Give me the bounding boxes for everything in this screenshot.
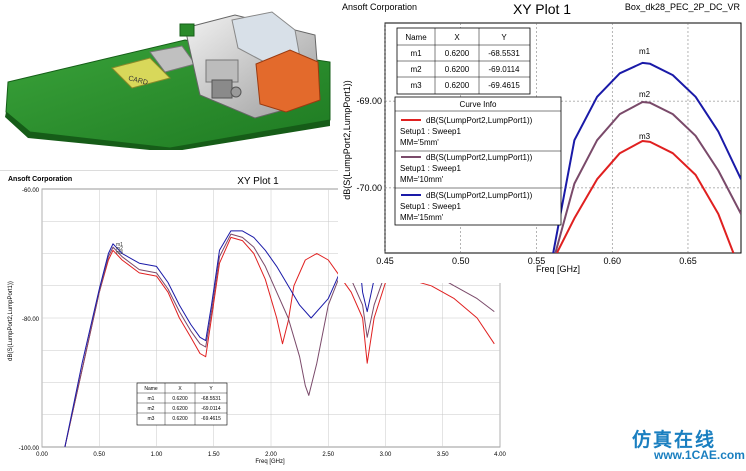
table-cell: -69.0114: [489, 65, 521, 74]
y-axis-label: dB(S(LumpPort2,LumpPort1)): [342, 80, 352, 200]
x-tick-label: 1.50: [208, 452, 220, 458]
grid-lines: [384, 23, 741, 253]
x-tick-labels: 0.00 0.50 1.00 1.50 2.00 2.50 3.00 3.50 4.00: [36, 452, 506, 458]
legend-entry-name: dB(S(LumpPort2,LumpPort1)): [426, 191, 533, 200]
x-tick-label: 0.45: [376, 256, 394, 266]
x-tick-label: 1.00: [151, 452, 163, 458]
x-axis-label: Freq [GHz]: [536, 264, 580, 274]
x-tick-label: 0.60: [603, 256, 621, 266]
y-axis-label: dB(S(LumpPort2,LumpPort1)): [8, 281, 14, 361]
table-cell: 0.6200: [445, 49, 470, 58]
table-header-name: Name: [144, 386, 158, 392]
marker-table: Name X Y m1 0.6200 -68.5531 m2 0.6200 -6…: [396, 27, 531, 95]
marker-labels: m1 m2 m3: [116, 242, 123, 256]
pcb-cad-drawing: CARD: [5, 11, 331, 152]
plot-title: XY Plot 1: [513, 1, 571, 17]
table-cell: 0.6200: [172, 396, 188, 402]
table-header-x: X: [454, 33, 460, 42]
plot-title: XY Plot 1: [237, 176, 279, 187]
legend-entry-name: dB(S(LumpPort2,LumpPort1)): [426, 116, 533, 125]
table-cell: 0.6200: [172, 406, 188, 412]
table-cell: m3: [410, 81, 422, 90]
table-cell: 0.6200: [445, 65, 470, 74]
x-tick-label: 3.50: [437, 452, 449, 458]
marker-m2-label: m2: [639, 90, 651, 99]
plot-zoom-svg: Ansoft Corporation XY Plot 1 Box_dk28_PE…: [342, 1, 742, 274]
legend-entry-param: MM='10mm': [400, 175, 444, 184]
series-lines: [552, 61, 741, 253]
table-cell: m3: [148, 416, 155, 422]
y-tick-label: -70.00: [356, 183, 382, 193]
card-label: CARD: [128, 75, 149, 87]
table-cell: 0.6200: [445, 81, 470, 90]
y-tick-label: -100.00: [19, 446, 40, 452]
legend-entry-name: dB(S(LumpPort2,LumpPort1)): [426, 153, 533, 162]
table-cell: m2: [148, 406, 155, 412]
y-tick-label: -80.00: [22, 317, 40, 323]
marker-m1-label: m1: [116, 242, 123, 248]
company-label: Ansoft Corporation: [8, 176, 72, 183]
x-axis-label: Freq [GHz]: [255, 459, 285, 465]
x-tick-label: 0.65: [679, 256, 697, 266]
table-header-name: Name: [405, 33, 427, 42]
series-line-1: [556, 140, 735, 253]
table-header-x: X: [178, 386, 182, 392]
legend-entry-setup: Setup1 : Sweep1: [400, 164, 461, 173]
y-tick-label: -69.00: [356, 96, 382, 106]
y-tick-label: -60.00: [22, 188, 40, 194]
watermark-chinese: 仿真在线: [632, 429, 717, 451]
table-header-y: Y: [501, 33, 507, 42]
series-line-2: [64, 233, 495, 447]
curve-info-legend: Curve Info dB(S(LumpPort2,LumpPort1)) Se…: [394, 96, 562, 226]
table-cell: m2: [410, 65, 422, 74]
table-cell: -68.5531: [201, 396, 221, 402]
pcb-cad-image: CARD: [0, 0, 338, 152]
series-line-1: [64, 236, 495, 447]
marker-table: Name X Y m1 0.6200 -68.5531 m2 0.6200 -6…: [136, 382, 228, 426]
company-label: Ansoft Corporation: [342, 2, 417, 12]
x-tick-label: 0.00: [36, 452, 48, 458]
x-tick-label: 4.00: [494, 452, 506, 458]
x-tick-label: 2.00: [265, 452, 277, 458]
table-header-y: Y: [209, 386, 213, 392]
legend-entry-param: MM='5mm': [400, 138, 439, 147]
legend-entry-param: MM='15mm': [400, 213, 444, 222]
legend-entry-setup: Setup1 : Sweep1: [400, 202, 461, 211]
y-tick-labels: -69.00 -70.00: [356, 96, 382, 193]
table-cell: -69.0114: [201, 406, 221, 412]
series-line-3: [552, 61, 741, 253]
x-tick-label: 0.50: [93, 452, 105, 458]
table-cell: -69.4615: [201, 416, 221, 422]
table-cell: -68.5531: [488, 49, 520, 58]
table-cell: 0.6200: [172, 416, 188, 422]
series-line-2: [554, 101, 741, 253]
legend-title: Curve Info: [460, 100, 497, 109]
x-tick-label: 3.00: [380, 452, 392, 458]
legend-entry-setup: Setup1 : Sweep1: [400, 127, 461, 136]
x-tick-label: 2.50: [322, 452, 334, 458]
marker-m3-label: m3: [639, 132, 651, 141]
table-cell: -69.4615: [488, 81, 520, 90]
watermark-url: www.1CAE.com: [654, 448, 745, 462]
marker-m1-label: m1: [639, 47, 651, 56]
x-tick-label: 0.50: [452, 256, 470, 266]
x-tick-label: 0.55: [528, 256, 546, 266]
marker-m3-label: m3: [116, 250, 123, 256]
table-cell: m1: [148, 396, 155, 402]
xy-plot-zoomed: Ansoft Corporation XY Plot 1 Box_dk28_PE…: [338, 0, 746, 283]
design-name: Box_dk28_PEC_2P_DC_VR: [625, 2, 741, 12]
marker-m2-label: m2: [116, 246, 123, 252]
y-tick-labels: -60.00 -80.00 -100.00: [19, 188, 40, 452]
x-tick-labels: 0.45 0.50 0.55 0.60 0.65: [376, 256, 697, 266]
table-cell: m1: [410, 49, 422, 58]
marker-labels: m1 m2 m3: [639, 47, 651, 141]
